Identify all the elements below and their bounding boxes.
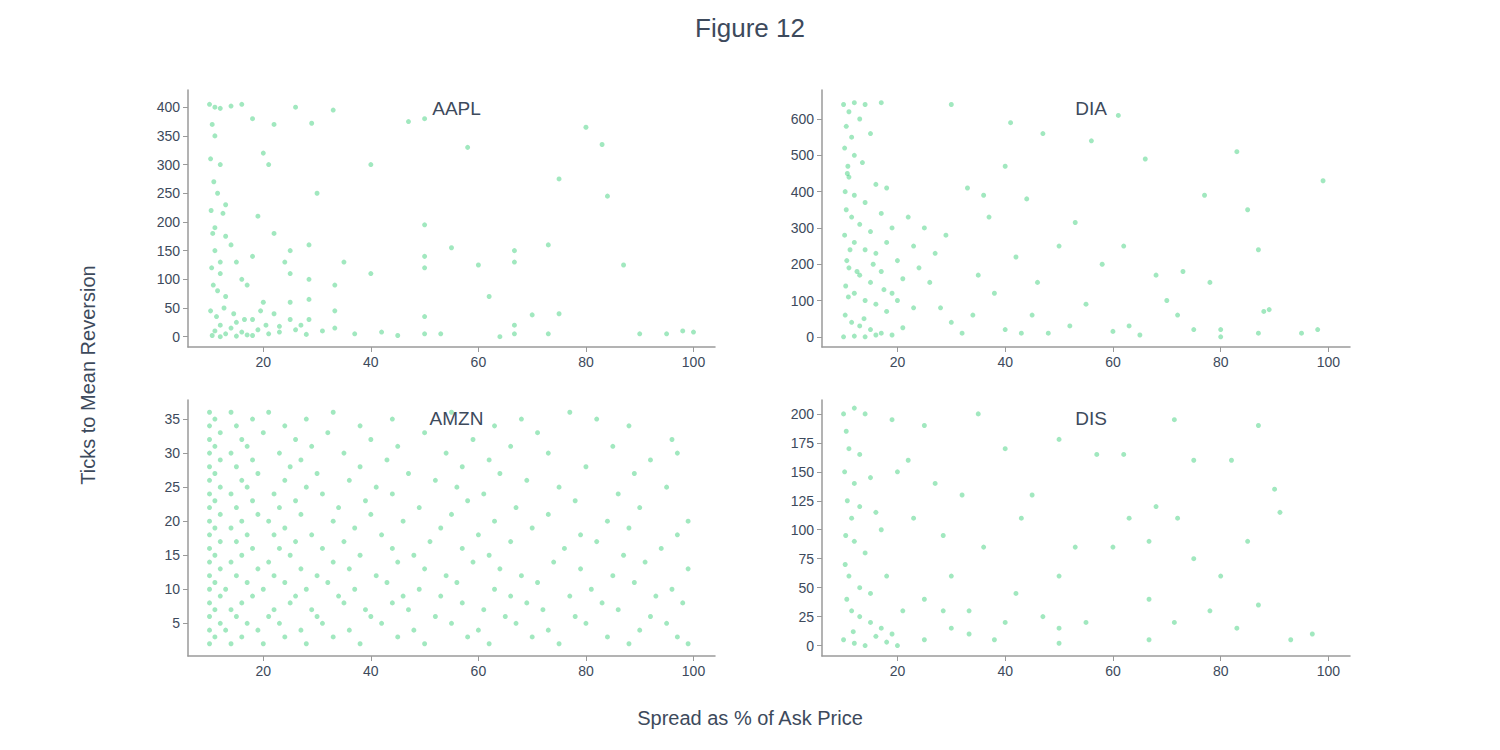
- svg-text:100: 100: [791, 293, 815, 309]
- svg-text:125: 125: [791, 493, 815, 509]
- svg-text:40: 40: [363, 354, 379, 370]
- svg-text:10: 10: [164, 581, 180, 597]
- svg-text:100: 100: [1317, 354, 1341, 370]
- svg-text:300: 300: [791, 220, 815, 236]
- svg-text:400: 400: [791, 184, 815, 200]
- svg-text:100: 100: [157, 271, 181, 287]
- svg-text:400: 400: [157, 99, 181, 115]
- svg-text:80: 80: [578, 663, 594, 679]
- svg-text:75: 75: [798, 551, 814, 567]
- svg-text:30: 30: [164, 445, 180, 461]
- svg-text:80: 80: [578, 354, 594, 370]
- svg-text:600: 600: [791, 111, 815, 127]
- svg-text:40: 40: [997, 663, 1013, 679]
- svg-text:80: 80: [1213, 663, 1229, 679]
- svg-text:60: 60: [1105, 663, 1121, 679]
- svg-text:175: 175: [791, 435, 815, 451]
- svg-text:60: 60: [471, 354, 487, 370]
- svg-text:Figure 12: Figure 12: [695, 13, 805, 43]
- svg-text:250: 250: [157, 185, 181, 201]
- svg-text:200: 200: [791, 406, 815, 422]
- svg-text:80: 80: [1213, 354, 1229, 370]
- svg-text:20: 20: [890, 354, 906, 370]
- svg-text:150: 150: [791, 464, 815, 480]
- svg-text:25: 25: [798, 609, 814, 625]
- svg-text:35: 35: [164, 411, 180, 427]
- svg-text:20: 20: [890, 663, 906, 679]
- svg-text:60: 60: [1105, 354, 1121, 370]
- svg-text:100: 100: [791, 522, 815, 538]
- svg-text:60: 60: [471, 663, 487, 679]
- svg-text:25: 25: [164, 479, 180, 495]
- svg-text:AMZN: AMZN: [430, 408, 484, 429]
- svg-text:100: 100: [682, 663, 706, 679]
- svg-text:50: 50: [798, 580, 814, 596]
- svg-text:40: 40: [363, 663, 379, 679]
- svg-text:20: 20: [164, 513, 180, 529]
- svg-text:15: 15: [164, 547, 180, 563]
- svg-text:150: 150: [157, 243, 181, 259]
- svg-text:100: 100: [1317, 663, 1341, 679]
- svg-text:200: 200: [791, 256, 815, 272]
- svg-text:100: 100: [682, 354, 706, 370]
- svg-text:20: 20: [255, 354, 271, 370]
- svg-text:0: 0: [806, 329, 814, 345]
- svg-text:350: 350: [157, 128, 181, 144]
- svg-text:DIA: DIA: [1075, 98, 1107, 119]
- svg-text:20: 20: [255, 663, 271, 679]
- svg-text:5: 5: [172, 615, 180, 631]
- svg-text:Ticks to Mean Reversion: Ticks to Mean Reversion: [77, 265, 99, 484]
- svg-text:AAPL: AAPL: [432, 98, 481, 119]
- svg-text:300: 300: [157, 157, 181, 173]
- svg-text:DIS: DIS: [1075, 408, 1107, 429]
- svg-text:50: 50: [164, 300, 180, 316]
- svg-text:0: 0: [806, 638, 814, 654]
- svg-text:500: 500: [791, 147, 815, 163]
- svg-text:Spread as % of Ask Price: Spread as % of Ask Price: [637, 707, 863, 729]
- svg-text:40: 40: [997, 354, 1013, 370]
- svg-text:0: 0: [172, 329, 180, 345]
- svg-text:200: 200: [157, 214, 181, 230]
